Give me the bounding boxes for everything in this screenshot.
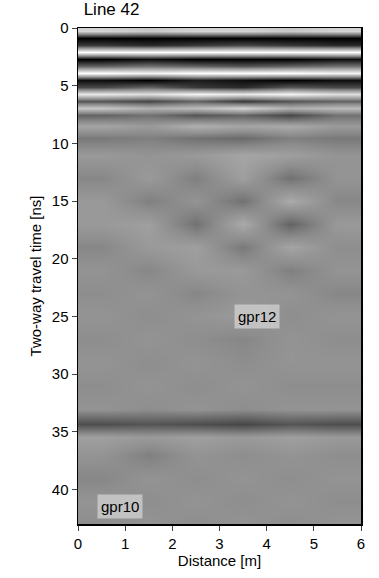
- svg-text:35: 35: [52, 423, 69, 440]
- svg-text:gpr12: gpr12: [238, 308, 276, 325]
- svg-text:5: 5: [60, 77, 68, 94]
- svg-text:20: 20: [52, 250, 69, 267]
- svg-text:10: 10: [52, 135, 69, 152]
- svg-text:Two-way travel time [ns]: Two-way travel time [ns]: [27, 196, 44, 357]
- svg-text:15: 15: [52, 192, 69, 209]
- svg-text:30: 30: [52, 365, 69, 382]
- svg-text:25: 25: [52, 308, 69, 325]
- svg-text:40: 40: [52, 481, 69, 498]
- svg-text:0: 0: [60, 19, 68, 36]
- svg-text:6: 6: [357, 535, 365, 552]
- svg-text:0: 0: [74, 535, 82, 552]
- svg-text:2: 2: [168, 535, 176, 552]
- svg-text:gpr10: gpr10: [101, 498, 139, 515]
- svg-text:4: 4: [262, 535, 270, 552]
- svg-text:1: 1: [121, 535, 129, 552]
- svg-text:5: 5: [310, 535, 318, 552]
- svg-text:Distance [m]: Distance [m]: [178, 552, 261, 569]
- svg-text:Line 42: Line 42: [84, 0, 140, 19]
- svg-text:3: 3: [215, 535, 223, 552]
